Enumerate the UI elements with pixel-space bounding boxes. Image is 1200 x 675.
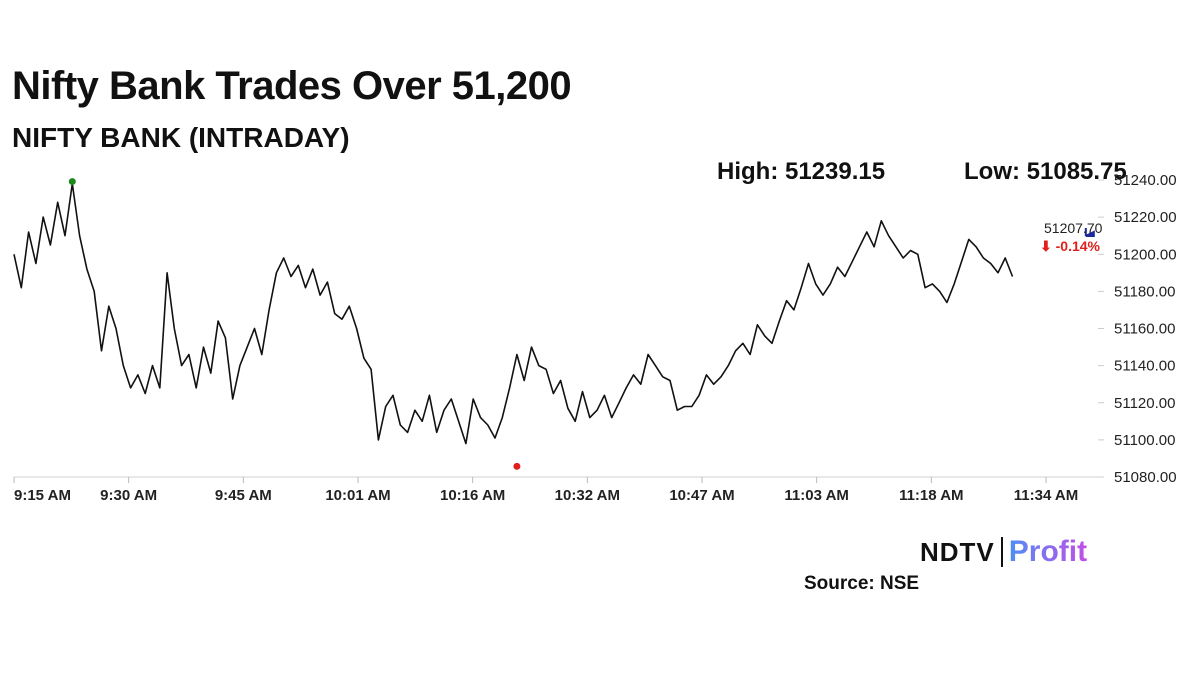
- x-tick-label: 10:32 AM: [555, 487, 620, 504]
- high-stat: High: 51239.15: [717, 158, 886, 185]
- x-tick-label: 9:15 AM: [14, 487, 71, 504]
- low-point-marker: [513, 462, 521, 470]
- y-tick-label: 51140.00: [1114, 358, 1175, 375]
- y-tick-label: 51080.00: [1114, 469, 1177, 486]
- x-tick-label: 11:18 AM: [899, 487, 963, 504]
- y-tick-label: 51160.00: [1114, 321, 1175, 338]
- x-axis: 9:15 AM 9:30 AM 9:45 AM 10:01 AM 10:16 AM 10:…: [13, 476, 1100, 504]
- y-axis: 51080.00 51100.00 51120.00 51140.00 51160.00…: [1098, 172, 1177, 486]
- x-tick-label: 9:30 AM: [100, 487, 157, 504]
- x-tick-label: 11:34 AM: [1014, 487, 1078, 504]
- ndtv-profit-logo: NDTV Profit: [920, 532, 1087, 572]
- y-tick-label: 51100.00: [1114, 432, 1175, 449]
- y-tick-label: 51220.00: [1114, 209, 1177, 226]
- last-price-flag-icon: [1084, 227, 1095, 237]
- logo-ndtv-text: NDTV: [920, 536, 995, 567]
- y-tick-label: 51120.00: [1114, 395, 1175, 412]
- y-tick-label: 51240.00: [1114, 172, 1177, 189]
- x-tick-label: 10:16 AM: [440, 487, 505, 504]
- x-tick-label: 11:03 AM: [784, 487, 848, 504]
- price-series-line: [13, 182, 1014, 445]
- intraday-chart: 51080.00 51100.00 51120.00 51140.00 51160.00…: [13, 172, 1177, 504]
- x-tick-label: 10:47 AM: [669, 487, 734, 504]
- logo-profit-text: Profit: [1008, 535, 1088, 568]
- chart-title: Nifty Bank Trades Over 51,200: [12, 64, 572, 108]
- logo-separator: [1000, 537, 1003, 567]
- x-tick-label: 9:45 AM: [215, 487, 272, 504]
- y-tick-label: 51200.00: [1114, 246, 1177, 263]
- y-tick-label: 51180.00: [1114, 283, 1175, 300]
- last-price-label: 51207.70: [1044, 220, 1103, 236]
- last-price-marker: [1084, 227, 1095, 237]
- chart-subtitle: NIFTY BANK (INTRADAY): [12, 122, 350, 153]
- last-change-label: ⬇ -0.14%: [1040, 238, 1101, 254]
- x-tick-label: 10:01 AM: [325, 487, 390, 504]
- high-point-marker: [68, 178, 76, 186]
- source-note: Source: NSE: [804, 573, 920, 594]
